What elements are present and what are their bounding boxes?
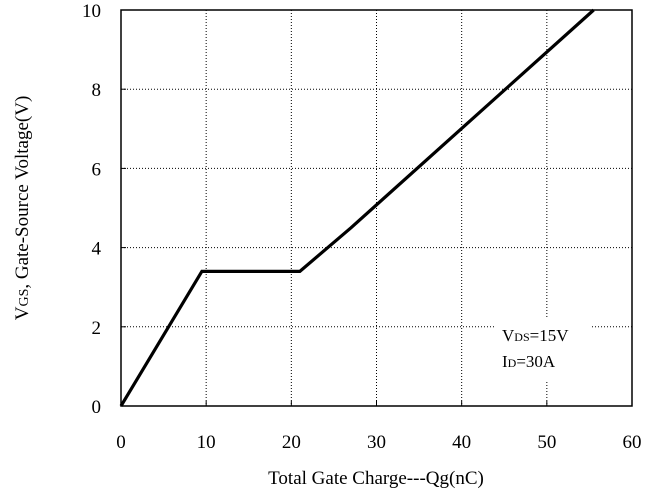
annotation-id-rest: =30A [516, 352, 556, 371]
grid-lines [121, 10, 632, 406]
annotation-vds-main: V [502, 326, 515, 345]
y-tick-label: 6 [92, 159, 102, 180]
y-tick-label: 8 [92, 80, 102, 101]
axis-ticks [120, 9, 633, 407]
annotation-id-sub: D [508, 356, 517, 370]
x-tick-labels: 0 10 20 30 40 50 60 [116, 432, 641, 453]
y-tick-label: 2 [92, 318, 102, 339]
annotation-vds-sub: DS [514, 330, 529, 344]
x-tick-label: 0 [116, 432, 126, 453]
x-tick-label: 40 [452, 432, 471, 453]
y-tick-label: 0 [92, 397, 102, 418]
series-line-0 [119, 8, 595, 407]
annotation-box [495, 318, 592, 380]
y-tick-label: 10 [82, 1, 101, 22]
annotation-vds-rest: =15V [530, 326, 570, 345]
y-axis-title-main: V [12, 306, 33, 320]
x-axis-title: Total Gate Charge---Qg(nC) [268, 468, 484, 489]
annotation-vds: VDS=15V [502, 326, 569, 345]
series-layer [119, 8, 595, 407]
x-tick-label: 50 [537, 432, 556, 453]
x-tick-label: 10 [197, 432, 216, 453]
y-axis-title: VGS, Gate-Source Voltage(V) [12, 96, 33, 321]
x-tick-label: 20 [282, 432, 301, 453]
x-tick-label: 30 [367, 432, 386, 453]
y-axis-title-rest: , Gate-Source Voltage(V) [12, 96, 33, 289]
annotation-id-main: I [502, 352, 508, 371]
y-axis-title-sub: GS [17, 289, 32, 307]
x-tick-label: 60 [623, 432, 642, 453]
y-tick-labels: 0 2 4 6 8 10 [82, 1, 102, 418]
y-tick-label: 4 [92, 239, 102, 260]
annotation-id: ID=30A [502, 352, 556, 371]
